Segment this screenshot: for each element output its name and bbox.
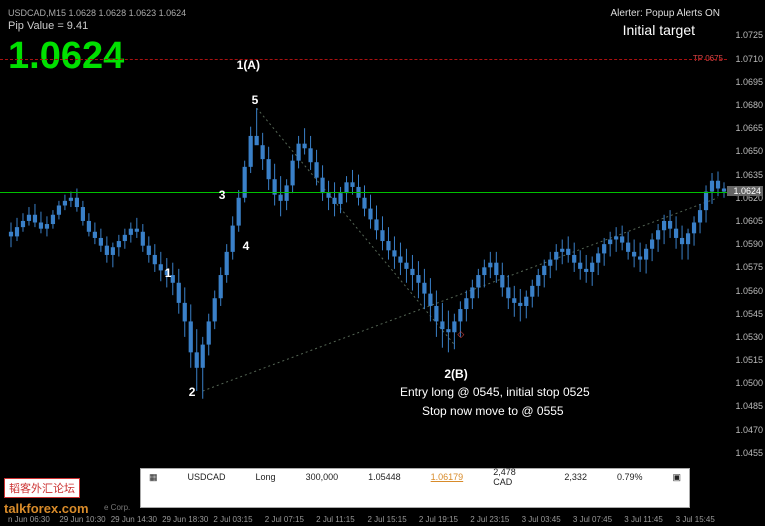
trade-panel[interactable]: ▦ USDCAD Long 300,000 1.05448 1.06179 2,… <box>140 468 690 508</box>
trade-pct: 0.79% <box>617 472 643 482</box>
marker-icon: ◇ <box>457 329 464 340</box>
green-price-line <box>0 192 727 193</box>
trade-current: 1.06179 <box>431 472 464 482</box>
trade-pl: 2,332 <box>564 472 587 482</box>
trade-row: ▦ USDCAD Long 300,000 1.05448 1.06179 2,… <box>141 469 689 485</box>
pip-value-label: Pip Value = 9.41 <box>8 20 88 32</box>
wave-label: 3 <box>219 188 226 202</box>
watermark-cn: 韬客外汇论坛 <box>4 478 80 498</box>
trade-pl-cad: 2,478 CAD <box>493 467 534 487</box>
chart-container[interactable]: USDCAD,M15 1.0628 1.0628 1.0623 1.0624 P… <box>0 0 765 526</box>
initial-target-label: Initial target <box>623 22 695 38</box>
y-axis: 1.07251.07101.06951.06801.06651.06501.06… <box>725 0 763 490</box>
entry-note-2: Stop now move to @ 0555 <box>422 404 564 418</box>
trade-size: 300,000 <box>306 472 339 482</box>
wave-label: 2(B) <box>444 367 467 381</box>
wave-label: 2 <box>189 385 196 399</box>
watermark-url: talkforex.com <box>4 501 89 516</box>
red-target-line <box>0 59 727 60</box>
x-axis: n Jun 06:3029 Jun 10:3029 Jun 14:3029 Ju… <box>0 510 720 524</box>
close-icon[interactable]: ▣ <box>672 472 681 483</box>
alerter-status: Alerter: Popup Alerts ON <box>611 8 721 19</box>
wave-label: 1 <box>165 266 172 280</box>
trade-side: Long <box>256 472 276 482</box>
wave-label: 4 <box>243 239 250 253</box>
entry-note-1: Entry long @ 0545, initial stop 0525 <box>400 385 590 399</box>
symbol-info: USDCAD,M15 1.0628 1.0628 1.0623 1.0624 <box>8 8 186 18</box>
trade-symbol: USDCAD <box>188 472 226 482</box>
panel-icon: ▦ <box>149 472 158 483</box>
corp-label: e Corp. <box>104 503 130 512</box>
current-price-large: 1.0624 <box>8 35 124 78</box>
wave-label: 5 <box>252 93 259 107</box>
wave-label: 1(A) <box>237 58 260 72</box>
trade-entry: 1.05448 <box>368 472 401 482</box>
